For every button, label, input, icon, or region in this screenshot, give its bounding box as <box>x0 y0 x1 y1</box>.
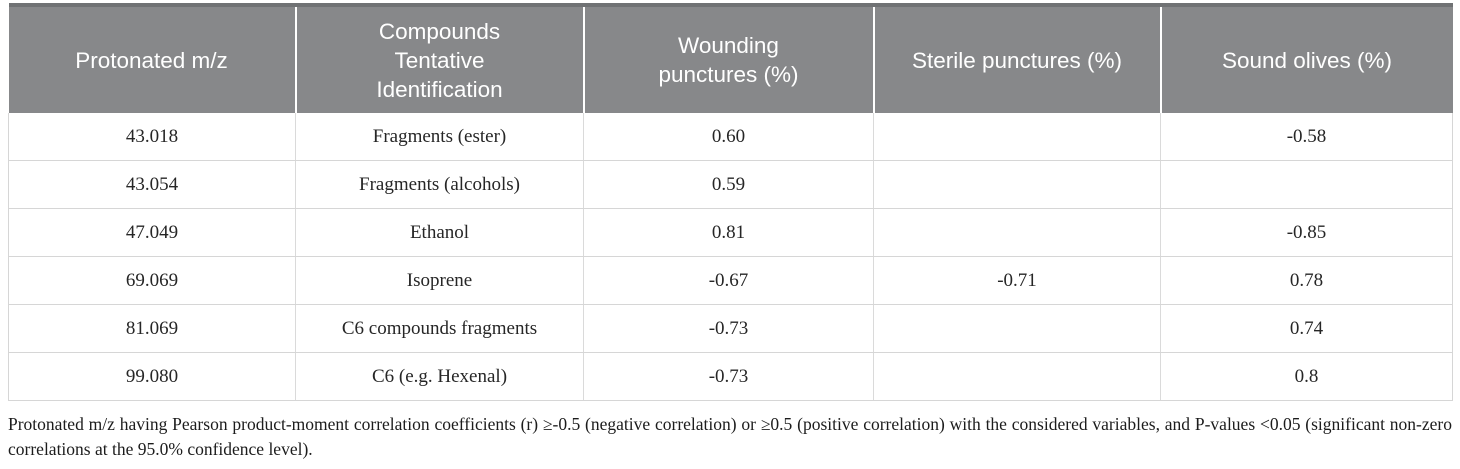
table-cell: 43.018 <box>8 113 296 161</box>
column-header-label: Protonated m/z <box>75 47 228 73</box>
table-cell <box>873 208 1161 257</box>
table-cell: 43.054 <box>8 160 296 209</box>
column-header-sterile-punctures: Sterile punctures (%) <box>872 3 1161 113</box>
table-cell: -0.71 <box>873 256 1161 305</box>
correlation-table: Protonated m/z Compounds Tentative Ident… <box>8 3 1453 401</box>
table-cell: -0.67 <box>583 256 874 305</box>
column-header-sound-olives: Sound olives (%) <box>1159 3 1453 113</box>
table-cell: -0.73 <box>583 304 874 353</box>
table-body: 43.018 Fragments (ester) 0.60 -0.58 43.054 Fr… <box>8 113 1453 401</box>
table-cell: 0.74 <box>1160 304 1453 353</box>
table-cell: -0.85 <box>1160 208 1453 257</box>
column-header-label: Sound olives (%) <box>1221 47 1393 73</box>
table-cell <box>873 160 1161 209</box>
column-header-label: Compounds Tentative Identification <box>376 18 503 102</box>
header-row: Protonated m/z Compounds Tentative Ident… <box>8 3 1453 113</box>
table-cell: Fragments (alcohols) <box>295 160 584 209</box>
table-row: 43.018 Fragments (ester) 0.60 -0.58 <box>8 113 1453 161</box>
table-cell: 0.8 <box>1160 352 1453 401</box>
table-cell: 47.049 <box>8 208 296 257</box>
table-cell: Fragments (ester) <box>295 113 584 161</box>
table-row: 81.069 C6 compounds fragments -0.73 0.74 <box>8 304 1453 353</box>
table-cell: Isoprene <box>295 256 584 305</box>
table-cell: 69.069 <box>8 256 296 305</box>
table-footnote: Protonated m/z having Pearson product-mo… <box>8 414 1452 459</box>
table-figure: Protonated m/z Compounds Tentative Ident… <box>8 3 1453 462</box>
table-row: 99.080 C6 (e.g. Hexenal) -0.73 0.8 <box>8 352 1453 401</box>
table-cell: 99.080 <box>8 352 296 401</box>
table-cell: 0.59 <box>583 160 874 209</box>
table-cell: C6 (e.g. Hexenal) <box>295 352 584 401</box>
table-row: 43.054 Fragments (alcohols) 0.59 <box>8 160 1453 209</box>
column-header-label: Sterile punctures (%) <box>911 47 1123 73</box>
column-header-label: Wounding punctures (%) <box>658 33 799 87</box>
table-cell <box>873 352 1161 401</box>
table-cell: 81.069 <box>8 304 296 353</box>
table-cell: Ethanol <box>295 208 584 257</box>
column-header-wounding-punctures: Wounding punctures (%) <box>582 3 874 113</box>
table-cell <box>873 113 1161 161</box>
table-cell <box>873 304 1161 353</box>
column-header-protonated-mz: Protonated m/z <box>8 3 296 113</box>
table-cell: 0.81 <box>583 208 874 257</box>
table-header: Protonated m/z Compounds Tentative Ident… <box>8 3 1453 113</box>
table-cell: 0.60 <box>583 113 874 161</box>
table-cell: -0.73 <box>583 352 874 401</box>
table-cell: C6 compounds fragments <box>295 304 584 353</box>
column-header-compounds: Compounds Tentative Identification <box>294 3 584 113</box>
table-cell: -0.58 <box>1160 113 1453 161</box>
table-cell: 0.78 <box>1160 256 1453 305</box>
table-cell <box>1160 160 1453 209</box>
table-row: 69.069 Isoprene -0.67 -0.71 0.78 <box>8 256 1453 305</box>
table-row: 47.049 Ethanol 0.81 -0.85 <box>8 208 1453 257</box>
